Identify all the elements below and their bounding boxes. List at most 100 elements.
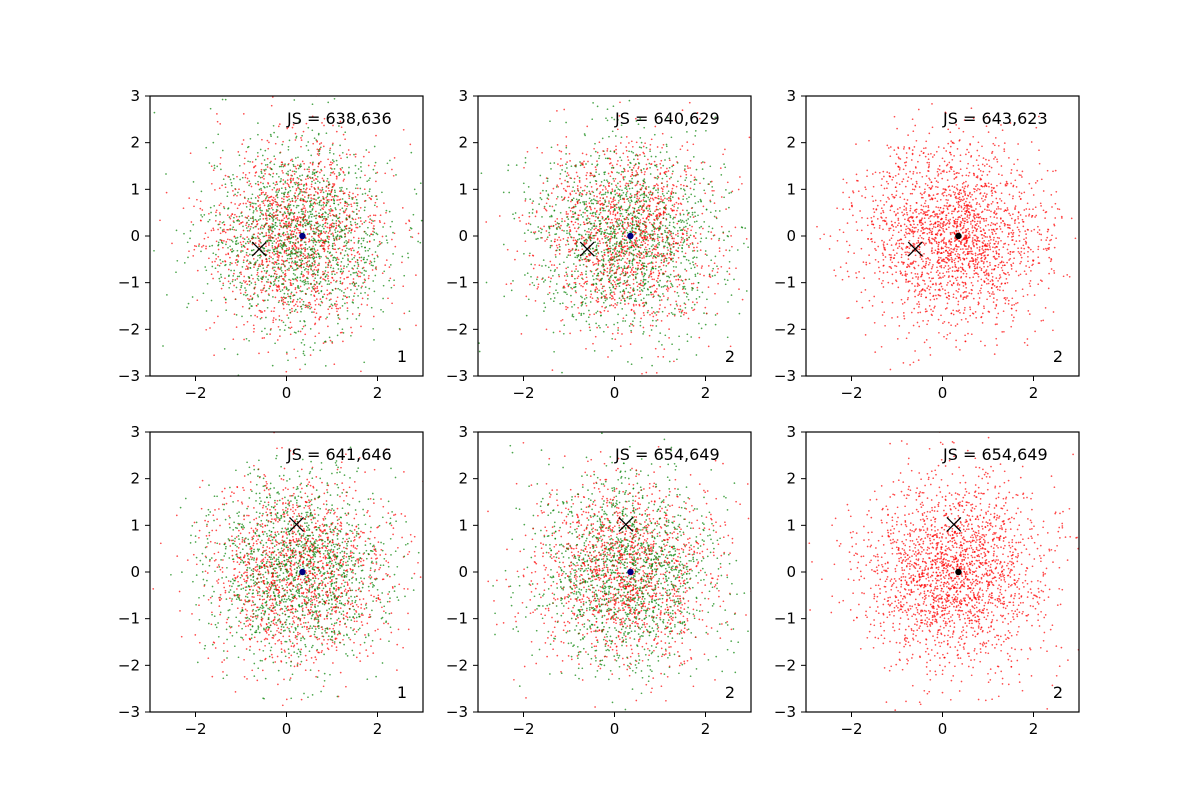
scatter-point <box>731 190 734 193</box>
scatter-point <box>233 221 235 224</box>
scatter-point <box>659 172 662 175</box>
scatter-point <box>653 284 656 287</box>
scatter-point <box>388 210 391 213</box>
scatter-point <box>327 277 329 280</box>
scatter-point <box>650 155 653 158</box>
scatter-point <box>282 231 285 234</box>
scatter-point <box>645 146 648 149</box>
scatter-point <box>660 182 663 185</box>
scatter-point <box>272 275 275 278</box>
y-tick-label: −1 <box>118 274 140 292</box>
scatter-point <box>335 195 338 197</box>
scatter-point <box>582 201 584 203</box>
scatter-point <box>553 162 556 164</box>
scatter-point <box>566 216 568 218</box>
scatter-point <box>605 263 607 266</box>
scatter-point <box>286 127 289 130</box>
scatter-point <box>323 206 325 208</box>
scatter-point <box>244 216 247 219</box>
point-cloud <box>478 96 751 376</box>
scatter-point <box>289 284 292 286</box>
scatter-point <box>264 212 267 215</box>
scatter-point <box>569 210 572 212</box>
scatter-point <box>390 286 393 289</box>
scatter-point <box>288 240 290 243</box>
scatter-point <box>600 250 603 253</box>
scatter-point <box>689 159 692 162</box>
scatter-point <box>214 260 216 263</box>
scatter-point <box>333 202 335 205</box>
scatter-point <box>346 203 349 205</box>
scatter-point <box>358 225 361 228</box>
scatter-point <box>631 145 634 148</box>
scatter-point <box>345 201 348 204</box>
scatter-point <box>634 201 637 204</box>
scatter-point <box>551 244 553 247</box>
scatter-point <box>409 227 412 229</box>
scatter-point <box>595 225 598 228</box>
scatter-point <box>217 248 220 251</box>
scatter-point <box>355 271 358 274</box>
scatter-point <box>612 263 615 265</box>
scatter-point <box>620 259 623 261</box>
scatter-point <box>659 253 661 256</box>
scatter-point <box>673 275 676 278</box>
scatter-point <box>332 257 335 259</box>
scatter-point <box>277 284 280 287</box>
scatter-point <box>654 312 656 314</box>
scatter-point <box>332 142 334 145</box>
scatter-point <box>357 240 360 242</box>
scatter-point <box>355 176 358 179</box>
scatter-point <box>604 229 606 232</box>
scatter-point <box>516 250 519 253</box>
scatter-point <box>634 277 637 280</box>
scatter-point <box>375 232 378 235</box>
scatter-point <box>380 241 383 244</box>
scatter-point <box>265 168 267 171</box>
scatter-point <box>697 214 699 217</box>
scatter-point <box>255 220 258 222</box>
scatter-point <box>300 190 303 193</box>
scatter-point <box>372 168 375 171</box>
scatter-point <box>255 208 257 211</box>
scatter-point <box>346 156 349 159</box>
scatter-point <box>666 239 668 242</box>
scatter-point <box>586 125 589 128</box>
scatter-point <box>609 270 611 273</box>
scatter-point <box>335 307 338 310</box>
scatter-point <box>343 178 345 181</box>
scatter-point <box>695 298 698 300</box>
scatter-point <box>664 173 667 176</box>
scatter-point <box>728 260 731 263</box>
scatter-point <box>670 136 673 139</box>
scatter-point <box>640 146 643 149</box>
scatter-point <box>363 209 366 212</box>
scatter-point <box>273 253 275 256</box>
scatter-point <box>314 244 317 246</box>
scatter-point <box>300 145 302 148</box>
scatter-point <box>642 333 644 335</box>
scatter-point <box>693 188 695 191</box>
scatter-point <box>559 330 561 333</box>
scatter-point <box>271 188 274 191</box>
scatter-point <box>608 286 611 289</box>
scatter-point <box>568 185 571 188</box>
scatter-point <box>557 273 560 276</box>
scatter-point <box>291 307 293 310</box>
scatter-point <box>619 273 622 276</box>
scatter-point <box>329 205 332 208</box>
scatter-point <box>585 174 588 177</box>
scatter-point <box>306 211 309 213</box>
scatter-point <box>322 248 325 251</box>
scatter-point <box>270 207 273 209</box>
scatter-point <box>709 211 712 214</box>
scatter-point <box>256 151 259 154</box>
scatter-point <box>666 180 668 183</box>
scatter-point <box>269 227 271 229</box>
scatter-point <box>577 306 579 309</box>
scatter-point <box>655 372 658 374</box>
scatter-point <box>622 191 625 194</box>
scatter-point <box>360 286 363 289</box>
scatter-point <box>700 200 702 203</box>
scatter-point <box>707 183 710 185</box>
